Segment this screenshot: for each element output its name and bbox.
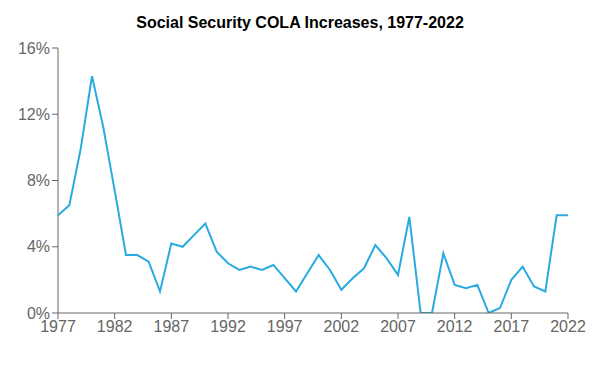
- svg-text:0%: 0%: [27, 305, 50, 322]
- svg-text:2002: 2002: [324, 318, 360, 335]
- svg-text:1982: 1982: [97, 318, 133, 335]
- svg-text:2007: 2007: [380, 318, 416, 335]
- svg-text:1977: 1977: [40, 318, 76, 336]
- svg-text:8%: 8%: [27, 172, 50, 189]
- svg-text:4%: 4%: [27, 238, 50, 255]
- svg-text:1987: 1987: [154, 318, 190, 335]
- svg-text:16%: 16%: [18, 40, 50, 57]
- html-text:Social Security COLA Increases: Social Security COLA Increases, 1977-202…: [136, 14, 464, 31]
- svg-text:1992: 1992: [210, 318, 246, 335]
- svg-text:12%: 12%: [18, 106, 50, 123]
- svg-text:2012: 2012: [437, 318, 473, 335]
- svg-text:2022: 2022: [550, 318, 586, 335]
- svg-text:1997: 1997: [267, 318, 303, 335]
- svg-text:2017: 2017: [494, 318, 530, 335]
